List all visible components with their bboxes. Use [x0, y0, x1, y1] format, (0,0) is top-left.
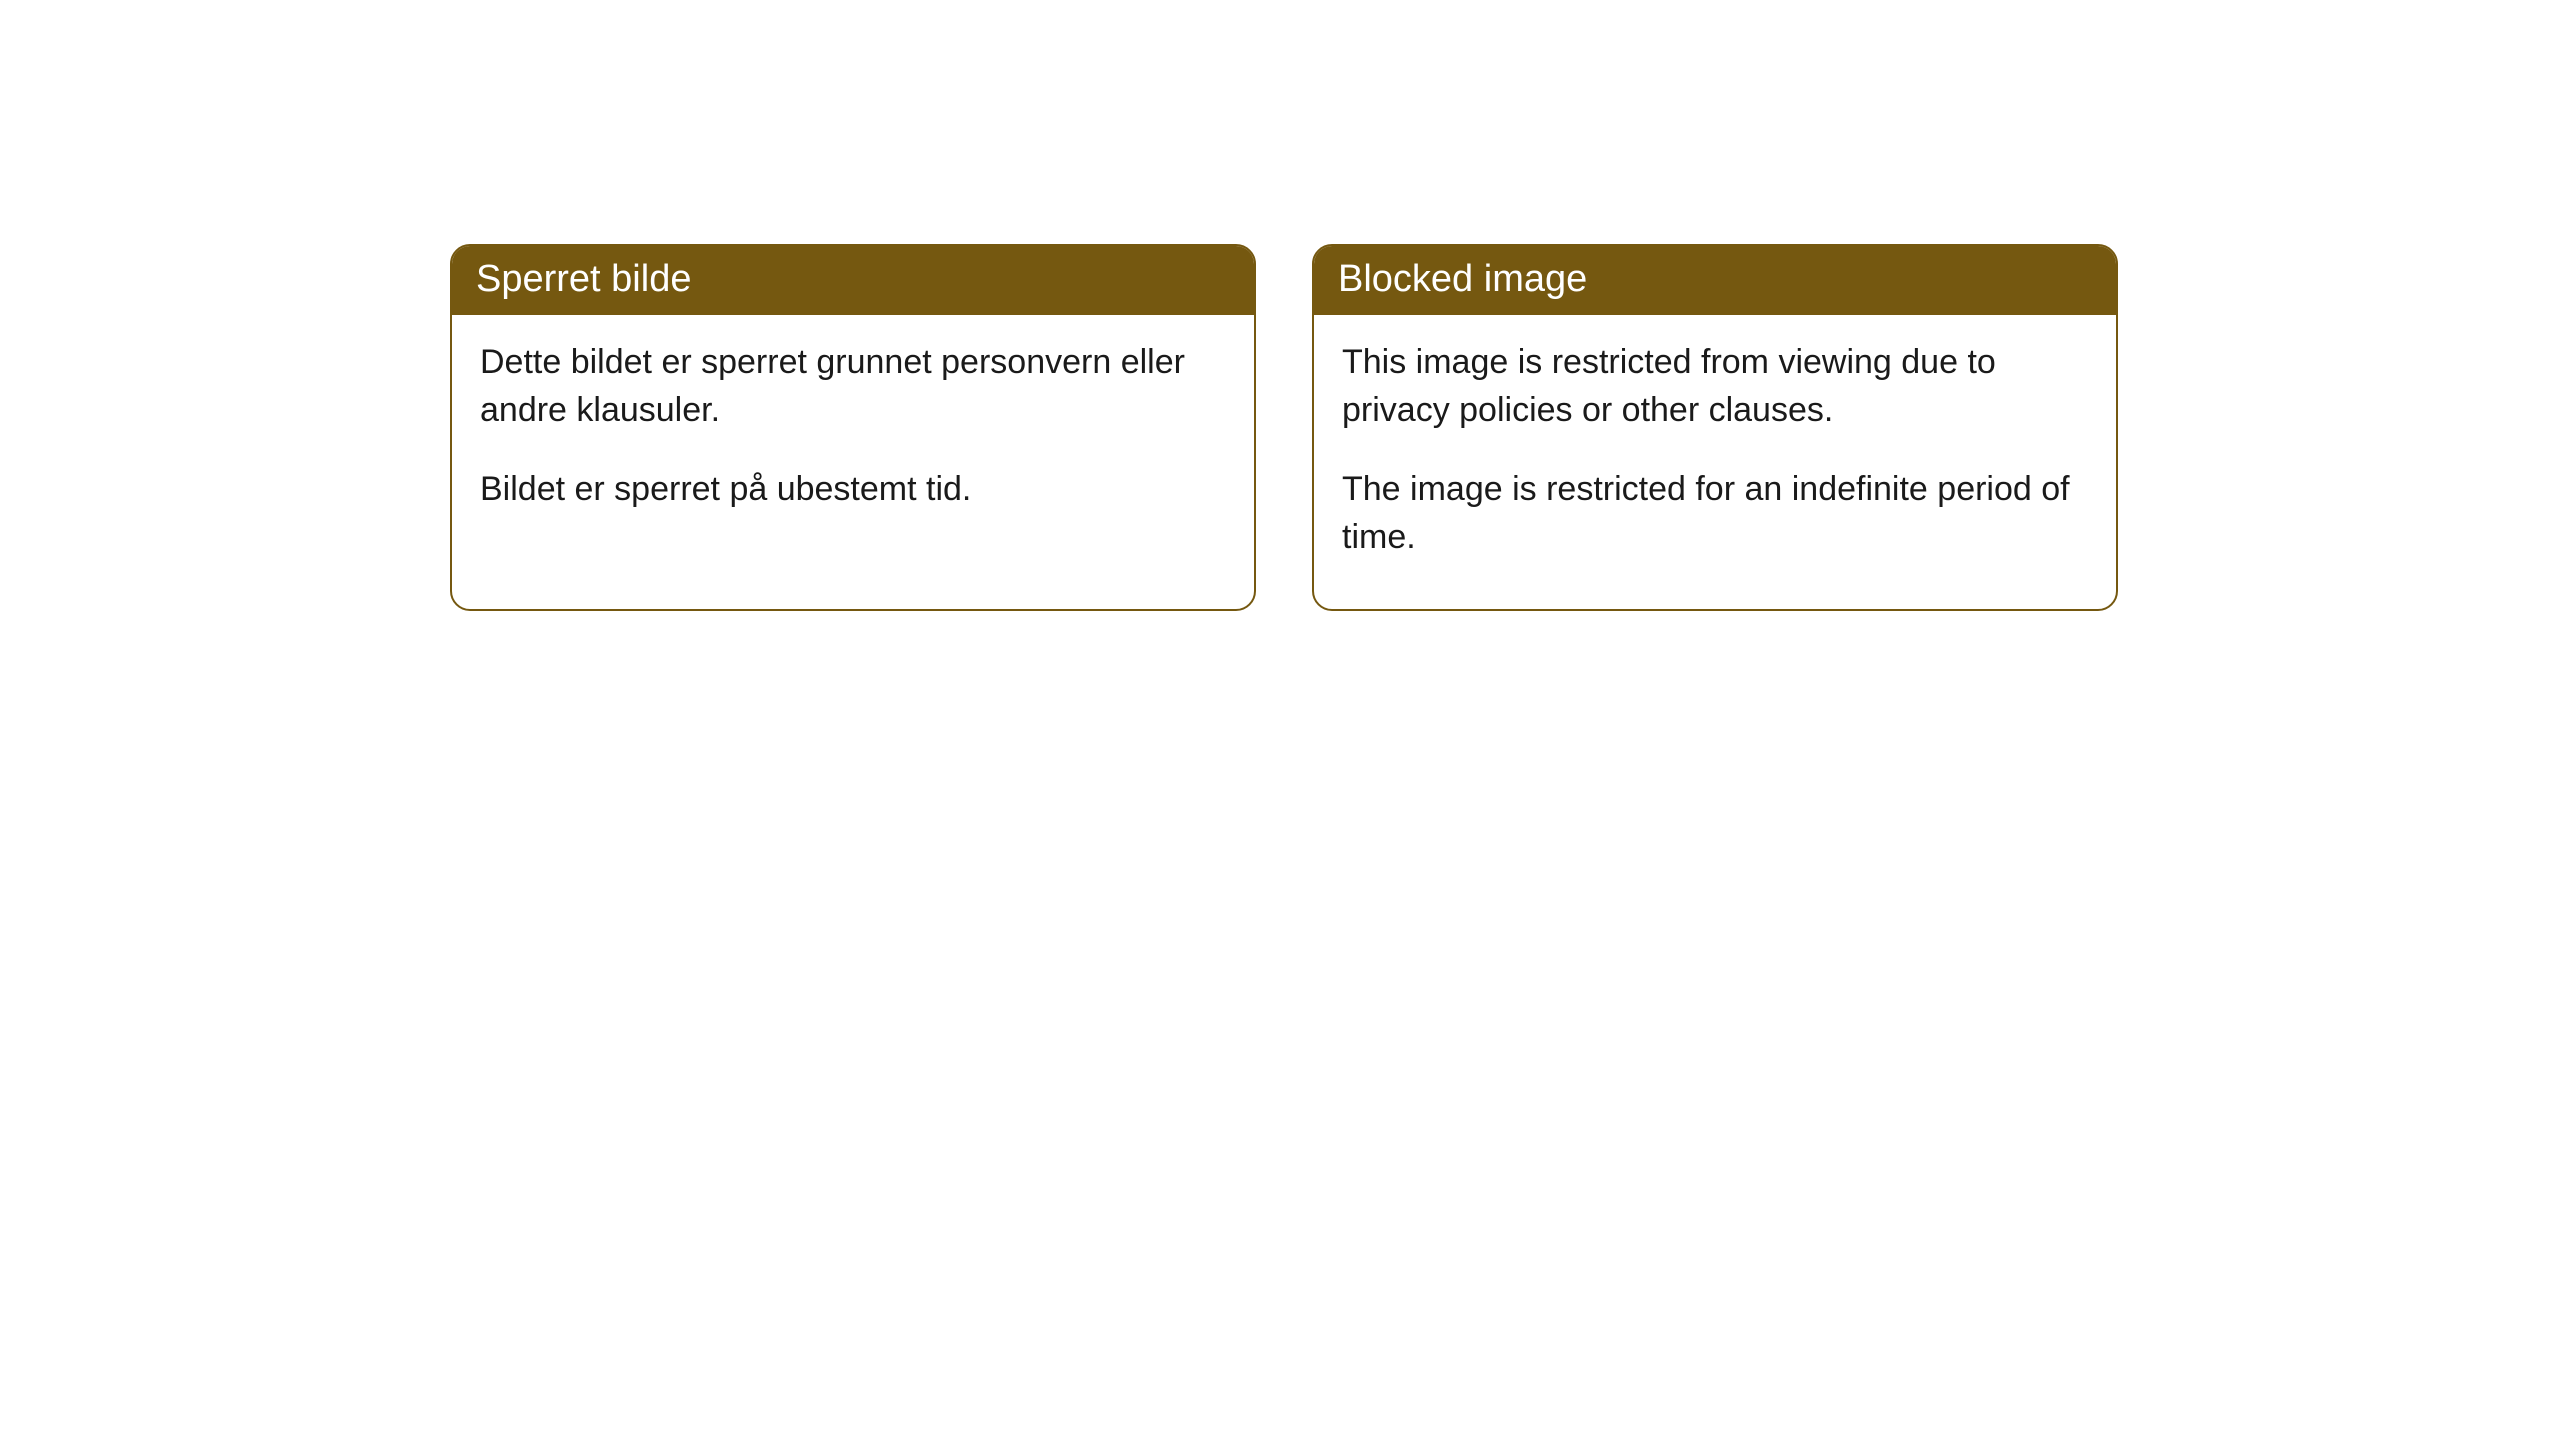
card-paragraph: The image is restricted for an indefinit… [1342, 466, 2088, 561]
card-header: Blocked image [1314, 246, 2116, 315]
cards-container: Sperret bilde Dette bildet er sperret gr… [0, 0, 2560, 611]
card-paragraph: This image is restricted from viewing du… [1342, 339, 2088, 434]
card-paragraph: Bildet er sperret på ubestemt tid. [480, 466, 1226, 514]
card-title: Sperret bilde [476, 258, 691, 300]
card-header: Sperret bilde [452, 246, 1254, 315]
card-paragraph: Dette bildet er sperret grunnet personve… [480, 339, 1226, 434]
blocked-image-card-norwegian: Sperret bilde Dette bildet er sperret gr… [450, 244, 1256, 611]
card-body: Dette bildet er sperret grunnet personve… [452, 315, 1254, 562]
blocked-image-card-english: Blocked image This image is restricted f… [1312, 244, 2118, 611]
card-body: This image is restricted from viewing du… [1314, 315, 2116, 609]
card-title: Blocked image [1338, 258, 1587, 300]
